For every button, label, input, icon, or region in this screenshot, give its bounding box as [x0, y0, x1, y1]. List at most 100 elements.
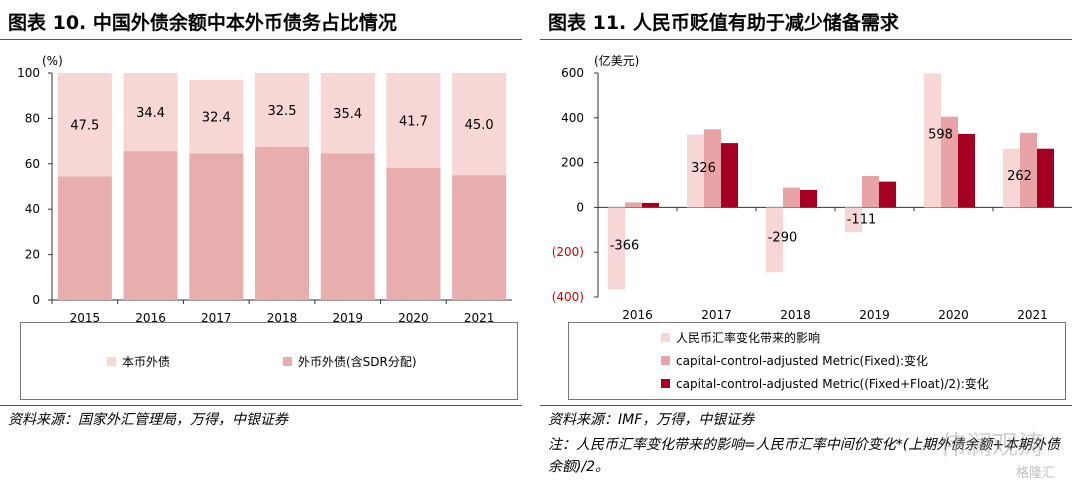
bar-foreign-currency: [189, 153, 244, 300]
y-tick-label: 20: [25, 248, 40, 262]
right-figure-panel: 图表 11. 人民币贬值有助于减少储备需求 (亿美元) (400) (200) 0 20…: [540, 0, 1080, 490]
bar-domestic-currency: [320, 73, 375, 154]
x-tick-label: 2017: [201, 311, 232, 325]
y-tick-label: 0: [32, 293, 40, 307]
x-tick-label: 2019: [332, 311, 363, 325]
x-tick-label: 2020: [938, 308, 969, 322]
x-tick-label: 2016: [135, 311, 166, 325]
bar-domestic-currency: [386, 73, 441, 168]
watermark-text-secondary: 格隆汇: [1016, 466, 1056, 481]
left-legend-item-foreign: 外币外债(含SDR分配): [283, 353, 417, 370]
bar-metric-fixed: [862, 176, 879, 208]
bar-fx-impact: [1003, 148, 1020, 208]
bar-metric-fixed-float: [721, 143, 738, 208]
x-tick-label: 2020: [398, 311, 429, 325]
right-source-rule: [540, 405, 1072, 406]
y-axis-unit: (%): [42, 54, 63, 68]
left-source-rule: [0, 405, 522, 406]
bar-foreign-currency: [123, 151, 178, 300]
bar-fx-impact: [687, 134, 704, 208]
x-tick-label: 2019: [859, 308, 890, 322]
y-tick-label: 60: [25, 157, 40, 171]
data-label: -366: [610, 238, 640, 253]
bar-domestic-currency: [255, 73, 309, 147]
right-legend-item-fixed-float: capital-control-adjusted Metric((Fixed+F…: [661, 375, 989, 392]
right-legend-item-fx-impact: 人民币汇率变化带来的影响: [661, 329, 820, 346]
left-legend-item-domestic: 本币外债: [107, 353, 170, 370]
data-label: -290: [768, 231, 798, 246]
bar-metric-fixed: [783, 187, 800, 208]
data-label: 598: [928, 128, 953, 143]
bar-domestic-currency: [123, 73, 178, 152]
x-tick-label: 2018: [780, 308, 811, 322]
bar-metric-fixed: [625, 202, 642, 208]
x-tick-label: 2021: [1017, 308, 1048, 322]
bar-fx-impact: [608, 207, 625, 290]
y-tick-label: (400): [552, 290, 584, 304]
bar-fx-impact: [845, 207, 862, 233]
legend-label: capital-control-adjusted Metric(Fixed):变…: [676, 354, 929, 368]
data-label: 45.0: [465, 118, 494, 133]
x-tick-label: 2017: [701, 308, 732, 322]
bar-foreign-currency: [386, 167, 441, 300]
data-label: 35.4: [333, 107, 362, 122]
data-label: 262: [1007, 169, 1032, 184]
y-tick-label: 40: [25, 202, 40, 216]
bar-metric-fixed-float: [642, 202, 659, 208]
left-legend: 本币外债 外币外债(含SDR分配): [20, 322, 518, 400]
bar-foreign-currency: [320, 153, 375, 300]
left-chart-svg: (%) 0 20 40 60 80 100 47.5 2015 34.4 2016 32.4 2017 3…: [17, 54, 512, 325]
left-source: 资料来源：国家外汇管理局，万得，中银证券: [8, 412, 288, 428]
y-axis-unit: (亿美元): [594, 53, 639, 68]
bar-domestic-currency: [57, 73, 112, 177]
right-legend: 人民币汇率变化带来的影响 capital-control-adjusted Me…: [568, 322, 1066, 400]
y-tick-label: 200: [561, 156, 584, 170]
x-tick-label: 2016: [622, 308, 653, 322]
bar-metric-fixed-float: [958, 133, 975, 208]
bar-fx-impact: [924, 73, 941, 208]
data-label: 32.4: [202, 111, 231, 126]
left-figure-title: 图表 10. 中国外债余额中本外币债务占比情况: [8, 12, 397, 34]
legend-label: 外币外债(含SDR分配): [298, 355, 417, 369]
bar-metric-fixed: [1020, 132, 1037, 208]
y-tick-label: 80: [25, 111, 40, 125]
bar-foreign-currency: [57, 176, 112, 300]
right-title-rule: [540, 39, 1072, 40]
bar-metric-fixed-float: [879, 181, 896, 208]
bar-foreign-currency: [452, 175, 507, 300]
left-title-rule: [0, 39, 522, 40]
data-label: -111: [847, 213, 877, 228]
y-tick-label: 0: [576, 200, 584, 214]
right-source: 资料来源：IMF，万得，中银证券: [548, 412, 755, 428]
bar-metric-fixed: [704, 129, 721, 208]
y-tick-label: 100: [17, 66, 40, 80]
data-label: 32.5: [268, 104, 297, 119]
legend-swatch: [107, 357, 116, 366]
bar-fx-impact: [766, 207, 783, 273]
right-figure-title: 图表 11. 人民币贬值有助于减少储备需求: [548, 12, 899, 34]
bar-foreign-currency: [255, 146, 309, 300]
right-note: 注：人民币汇率变化带来的影响=人民币汇率中间价变化*(上期外债余额+本期外债余额…: [548, 437, 1060, 475]
bar-metric-fixed: [941, 116, 958, 208]
right-chart-svg: (亿美元) (400) (200) 0 200 400 600 -366 2016 326 2017…: [552, 53, 1072, 322]
legend-label: capital-control-adjusted Metric((Fixed+F…: [676, 377, 989, 391]
data-label: 47.5: [70, 119, 99, 134]
bar-metric-fixed-float: [1037, 148, 1054, 208]
x-tick-label: 2015: [70, 311, 101, 325]
left-figure-panel: 图表 10. 中国外债余额中本外币债务占比情况 (%) 0 20 40 60 80 100 4…: [0, 0, 530, 490]
legend-label: 人民币汇率变化带来的影响: [676, 331, 821, 345]
legend-swatch: [661, 333, 670, 342]
bar-domestic-currency: [452, 73, 507, 176]
legend-label: 本币外债: [122, 355, 171, 369]
data-label: 326: [691, 161, 716, 176]
data-label: 41.7: [399, 114, 428, 129]
right-legend-item-fixed: capital-control-adjusted Metric(Fixed):变…: [661, 352, 928, 369]
legend-swatch: [283, 357, 292, 366]
x-tick-label: 2018: [267, 311, 298, 325]
y-tick-label: 400: [561, 111, 584, 125]
bar-metric-fixed-float: [800, 189, 817, 208]
legend-swatch: [661, 356, 670, 365]
watermark-text: 伟澜观涛: [940, 431, 1045, 461]
x-tick-label: 2021: [464, 311, 495, 325]
data-label: 34.4: [136, 106, 165, 121]
